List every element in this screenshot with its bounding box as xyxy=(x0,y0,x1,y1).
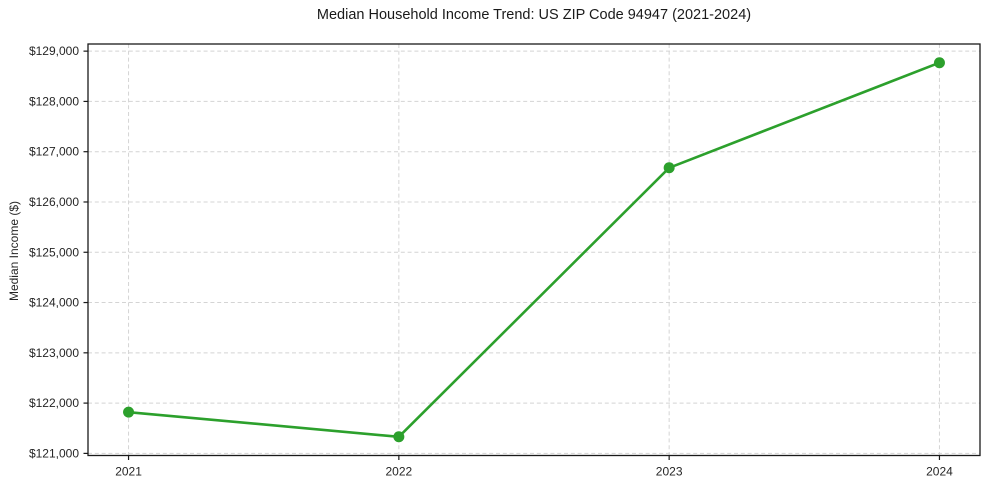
chart-title: Median Household Income Trend: US ZIP Co… xyxy=(316,7,752,23)
data-point xyxy=(663,162,675,174)
x-tick-label: 2022 xyxy=(385,465,412,479)
data-point xyxy=(933,57,945,69)
y-tick-label: $126,000 xyxy=(29,195,79,209)
y-tick-label: $127,000 xyxy=(29,145,79,159)
y-tick-label: $124,000 xyxy=(29,296,79,310)
data-point xyxy=(123,406,135,418)
data-point xyxy=(393,431,405,443)
plot-frame xyxy=(87,43,981,457)
x-tick-label: 2024 xyxy=(926,465,953,479)
x-tick-label: 2023 xyxy=(656,465,683,479)
y-tick-label: $122,000 xyxy=(29,396,79,410)
y-tick-label: $125,000 xyxy=(29,245,79,259)
x-tick-label: 2021 xyxy=(115,465,142,479)
y-tick-label: $123,000 xyxy=(29,346,79,360)
y-tick-label: $121,000 xyxy=(29,446,79,460)
y-tick-label: $128,000 xyxy=(29,94,79,108)
trend-line xyxy=(127,61,941,439)
y-tick-label: $129,000 xyxy=(29,44,79,58)
